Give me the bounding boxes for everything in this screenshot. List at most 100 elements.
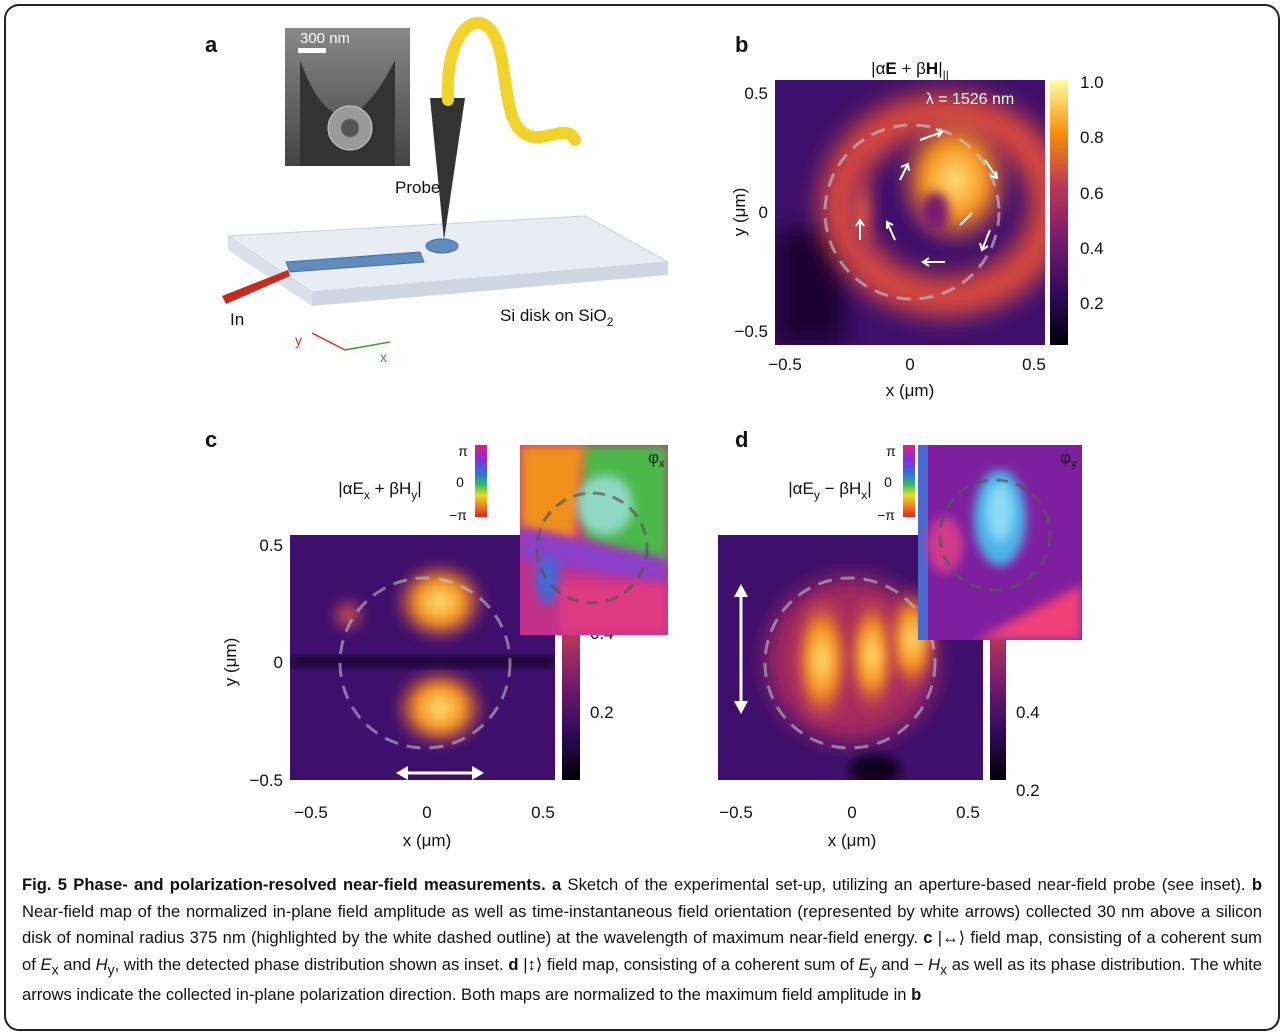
shape	[921, 257, 945, 267]
caption-text: |↕⟩ field map, consisting of a coherent …	[518, 954, 859, 974]
heatmap	[290, 535, 555, 780]
x-axis-label: x (μm)	[886, 381, 935, 400]
colorbar-tick-label: 1.0	[1080, 73, 1104, 92]
caption-symbol: H	[95, 954, 108, 974]
panel-label: c	[205, 427, 217, 452]
substrate-side	[228, 236, 312, 306]
map-title: |αE + βH|||	[871, 59, 949, 82]
caption-ref: d	[508, 954, 519, 974]
text-run: |	[417, 479, 421, 498]
input-label: In	[230, 310, 244, 329]
panel-label: b	[735, 32, 748, 57]
axis-x-label: x	[380, 349, 387, 365]
y-axis-arrow	[311, 332, 346, 351]
caption-symbol: E	[40, 954, 52, 974]
caption-text: Sketch of the experimental set-up, utili…	[561, 875, 1252, 894]
colorbar-tick-label: 0.2	[1080, 294, 1104, 313]
text-run: x	[364, 488, 370, 502]
probe-tip	[430, 98, 465, 240]
colorbar-tick-label: 0.4	[1080, 239, 1104, 258]
shape	[535, 491, 649, 605]
x-tick-label: 0	[422, 803, 431, 822]
shape	[986, 482, 1014, 542]
caption-text: , with the detected phase distribution s…	[114, 954, 509, 974]
phase-inset	[918, 445, 1082, 640]
phase-tick-label: π	[886, 443, 896, 459]
caption-symbol: E	[858, 954, 870, 974]
caption-subscript: x	[940, 960, 948, 977]
sem-hole	[341, 119, 359, 137]
probe-label: Probe	[395, 178, 440, 197]
x-tick-label: 0	[847, 803, 856, 822]
text-run: E	[885, 59, 896, 78]
shape	[959, 212, 973, 226]
y-tick-label: −0.5	[734, 322, 768, 341]
colorbar	[1050, 80, 1068, 345]
shape	[734, 584, 748, 714]
shape	[886, 220, 896, 241]
disk	[425, 238, 459, 254]
shape	[392, 666, 488, 750]
phase-label: φy	[1060, 448, 1077, 470]
shape	[846, 593, 898, 717]
caption-subscript: y	[869, 960, 877, 977]
phase-label: φx	[648, 448, 665, 470]
x-tick-label: 0.5	[531, 803, 555, 822]
text-run: − βH	[820, 479, 861, 498]
panel-label: a	[205, 32, 218, 57]
caption-text: as well as its phase distribution. The w…	[22, 954, 1262, 1005]
shape	[927, 517, 963, 573]
phase-tick-label: −π	[877, 507, 895, 523]
x-axis-label: x (μm)	[403, 831, 452, 850]
phase-colorbar	[475, 445, 487, 517]
shape	[520, 445, 585, 540]
shape	[921, 192, 949, 232]
text-run: |αE	[338, 479, 364, 498]
x-tick-label: −0.5	[719, 803, 753, 822]
shape	[560, 580, 668, 635]
x-axis-label: x (μm)	[828, 831, 877, 850]
shape	[918, 445, 928, 640]
text-run: φ	[1060, 448, 1071, 467]
text-run: |	[867, 479, 871, 498]
shape	[984, 159, 999, 180]
text-run: + β	[897, 59, 926, 78]
colorbar-tick-label: 0.2	[590, 703, 614, 722]
x-tick-label: 0.5	[1022, 355, 1046, 374]
heatmap	[775, 80, 1045, 345]
text-run: 2	[607, 315, 614, 329]
caption-title: Fig. 5 Phase- and polarization-resolved …	[22, 875, 546, 894]
frame	[4, 4, 1280, 1031]
caption-symbol: H	[928, 954, 941, 974]
x-tick-label: 0.5	[956, 803, 980, 822]
caption-text: |↔⟩ field map, consisting of a coherent …	[22, 928, 1262, 974]
text-run: |α	[871, 59, 885, 78]
y-tick-label: 0	[274, 653, 283, 672]
caption-ref: a	[552, 875, 562, 894]
colorbar-tick-label: 0.6	[1080, 184, 1104, 203]
colorbar-tick-label: 0.2	[1016, 781, 1040, 800]
shape	[536, 556, 560, 604]
input-arrow	[222, 270, 290, 304]
text-run: φ	[648, 448, 659, 467]
shape	[919, 128, 944, 141]
caption-subscript: x	[51, 960, 59, 977]
x-tick-label: −0.5	[768, 355, 802, 374]
map-title: |αEx + βHy|	[338, 479, 421, 502]
shape	[326, 593, 370, 637]
shape	[855, 218, 865, 240]
text-run: y	[814, 488, 820, 502]
caption-text: and −	[876, 954, 929, 974]
x-tick-label: −0.5	[294, 803, 328, 822]
scale-bar	[298, 48, 326, 53]
y-tick-label: 0.5	[744, 84, 768, 103]
y-tick-label: 0	[759, 203, 768, 222]
shape	[844, 154, 880, 270]
caption: Fig. 5 Phase- and polarization-resolved …	[22, 872, 1262, 1009]
x-axis-arrow	[344, 341, 391, 351]
phase-tick-label: π	[458, 443, 468, 459]
phase-inset	[520, 445, 668, 635]
text-run: y	[411, 488, 417, 502]
shape	[893, 108, 1017, 252]
